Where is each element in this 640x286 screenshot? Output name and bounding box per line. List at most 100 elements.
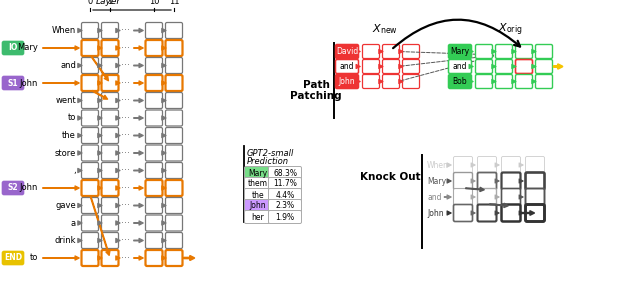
FancyArrowPatch shape (134, 168, 143, 172)
FancyArrowPatch shape (162, 133, 166, 138)
FancyArrowPatch shape (162, 239, 166, 243)
FancyBboxPatch shape (166, 145, 182, 161)
FancyArrowPatch shape (512, 80, 516, 84)
FancyBboxPatch shape (145, 233, 163, 249)
FancyArrowPatch shape (78, 168, 82, 172)
FancyBboxPatch shape (145, 250, 163, 266)
FancyBboxPatch shape (362, 59, 380, 74)
Text: 11: 11 (169, 0, 179, 6)
FancyArrowPatch shape (98, 168, 102, 172)
Text: Mary: Mary (17, 43, 38, 53)
FancyBboxPatch shape (454, 188, 472, 206)
FancyBboxPatch shape (81, 23, 99, 39)
Text: and: and (427, 192, 442, 202)
Text: went: went (55, 96, 76, 105)
FancyBboxPatch shape (81, 180, 99, 196)
FancyBboxPatch shape (102, 57, 118, 74)
FancyBboxPatch shape (477, 156, 497, 174)
FancyArrowPatch shape (134, 63, 143, 67)
FancyBboxPatch shape (362, 74, 380, 88)
FancyBboxPatch shape (502, 156, 520, 174)
FancyBboxPatch shape (495, 74, 513, 88)
FancyBboxPatch shape (145, 23, 163, 39)
Text: 1.9%: 1.9% (275, 212, 294, 221)
FancyArrowPatch shape (92, 57, 108, 81)
FancyBboxPatch shape (145, 40, 163, 56)
Text: a: a (71, 219, 76, 227)
FancyBboxPatch shape (536, 74, 552, 88)
Text: Prediction: Prediction (247, 157, 289, 166)
Text: John: John (339, 77, 355, 86)
FancyBboxPatch shape (269, 210, 301, 223)
FancyArrowPatch shape (495, 163, 499, 167)
FancyBboxPatch shape (166, 92, 182, 108)
FancyBboxPatch shape (449, 59, 472, 74)
FancyBboxPatch shape (102, 110, 118, 126)
Text: gave: gave (55, 201, 76, 210)
Text: store: store (54, 148, 76, 158)
Text: the: the (252, 190, 264, 200)
Text: ···: ··· (120, 113, 129, 123)
FancyArrowPatch shape (134, 28, 143, 33)
FancyArrowPatch shape (162, 151, 166, 155)
FancyArrowPatch shape (134, 203, 143, 208)
FancyBboxPatch shape (81, 40, 99, 56)
Text: and: and (452, 62, 467, 71)
FancyBboxPatch shape (166, 162, 182, 178)
FancyBboxPatch shape (403, 59, 419, 74)
FancyBboxPatch shape (102, 75, 118, 91)
FancyArrowPatch shape (134, 81, 143, 85)
FancyBboxPatch shape (476, 74, 493, 88)
FancyArrowPatch shape (116, 186, 120, 190)
FancyArrowPatch shape (469, 80, 473, 84)
FancyArrowPatch shape (78, 239, 82, 243)
Text: Mary: Mary (248, 168, 268, 178)
FancyArrowPatch shape (447, 163, 451, 167)
FancyArrowPatch shape (471, 179, 476, 183)
Text: S1: S1 (8, 78, 19, 88)
FancyBboxPatch shape (335, 74, 358, 88)
Text: $X_\mathrm{orig}$: $X_\mathrm{orig}$ (498, 22, 522, 38)
FancyBboxPatch shape (166, 40, 182, 56)
FancyBboxPatch shape (81, 233, 99, 249)
FancyArrowPatch shape (98, 256, 102, 260)
FancyArrowPatch shape (98, 81, 102, 85)
Text: John: John (20, 78, 38, 88)
Text: her: her (252, 212, 264, 221)
FancyBboxPatch shape (3, 182, 24, 194)
Text: Patching: Patching (290, 91, 342, 101)
FancyArrowPatch shape (134, 46, 143, 50)
Text: ···: ··· (120, 218, 129, 228)
FancyArrowPatch shape (98, 151, 102, 155)
FancyArrowPatch shape (90, 197, 110, 255)
FancyArrowPatch shape (444, 195, 451, 199)
FancyBboxPatch shape (502, 204, 520, 221)
FancyArrowPatch shape (116, 46, 120, 50)
FancyBboxPatch shape (477, 172, 497, 190)
Text: ···: ··· (120, 130, 129, 140)
FancyArrowPatch shape (532, 64, 536, 69)
Text: 2.3%: 2.3% (275, 202, 294, 210)
FancyArrowPatch shape (116, 221, 120, 225)
FancyBboxPatch shape (335, 45, 358, 59)
Text: Mary: Mary (427, 176, 446, 186)
FancyArrowPatch shape (116, 203, 120, 208)
FancyArrowPatch shape (98, 221, 102, 225)
Text: David: David (336, 47, 358, 56)
FancyBboxPatch shape (383, 74, 399, 88)
FancyBboxPatch shape (244, 210, 271, 223)
FancyBboxPatch shape (449, 45, 472, 59)
FancyArrowPatch shape (519, 163, 524, 167)
FancyArrowPatch shape (471, 195, 476, 199)
FancyBboxPatch shape (454, 204, 472, 221)
FancyBboxPatch shape (477, 188, 497, 206)
FancyBboxPatch shape (536, 45, 552, 59)
FancyBboxPatch shape (495, 59, 513, 74)
FancyArrowPatch shape (98, 46, 102, 50)
FancyBboxPatch shape (502, 188, 520, 206)
FancyBboxPatch shape (454, 156, 472, 174)
Text: ···: ··· (120, 25, 129, 35)
FancyArrowPatch shape (469, 49, 473, 53)
FancyBboxPatch shape (145, 75, 163, 91)
FancyBboxPatch shape (383, 59, 399, 74)
